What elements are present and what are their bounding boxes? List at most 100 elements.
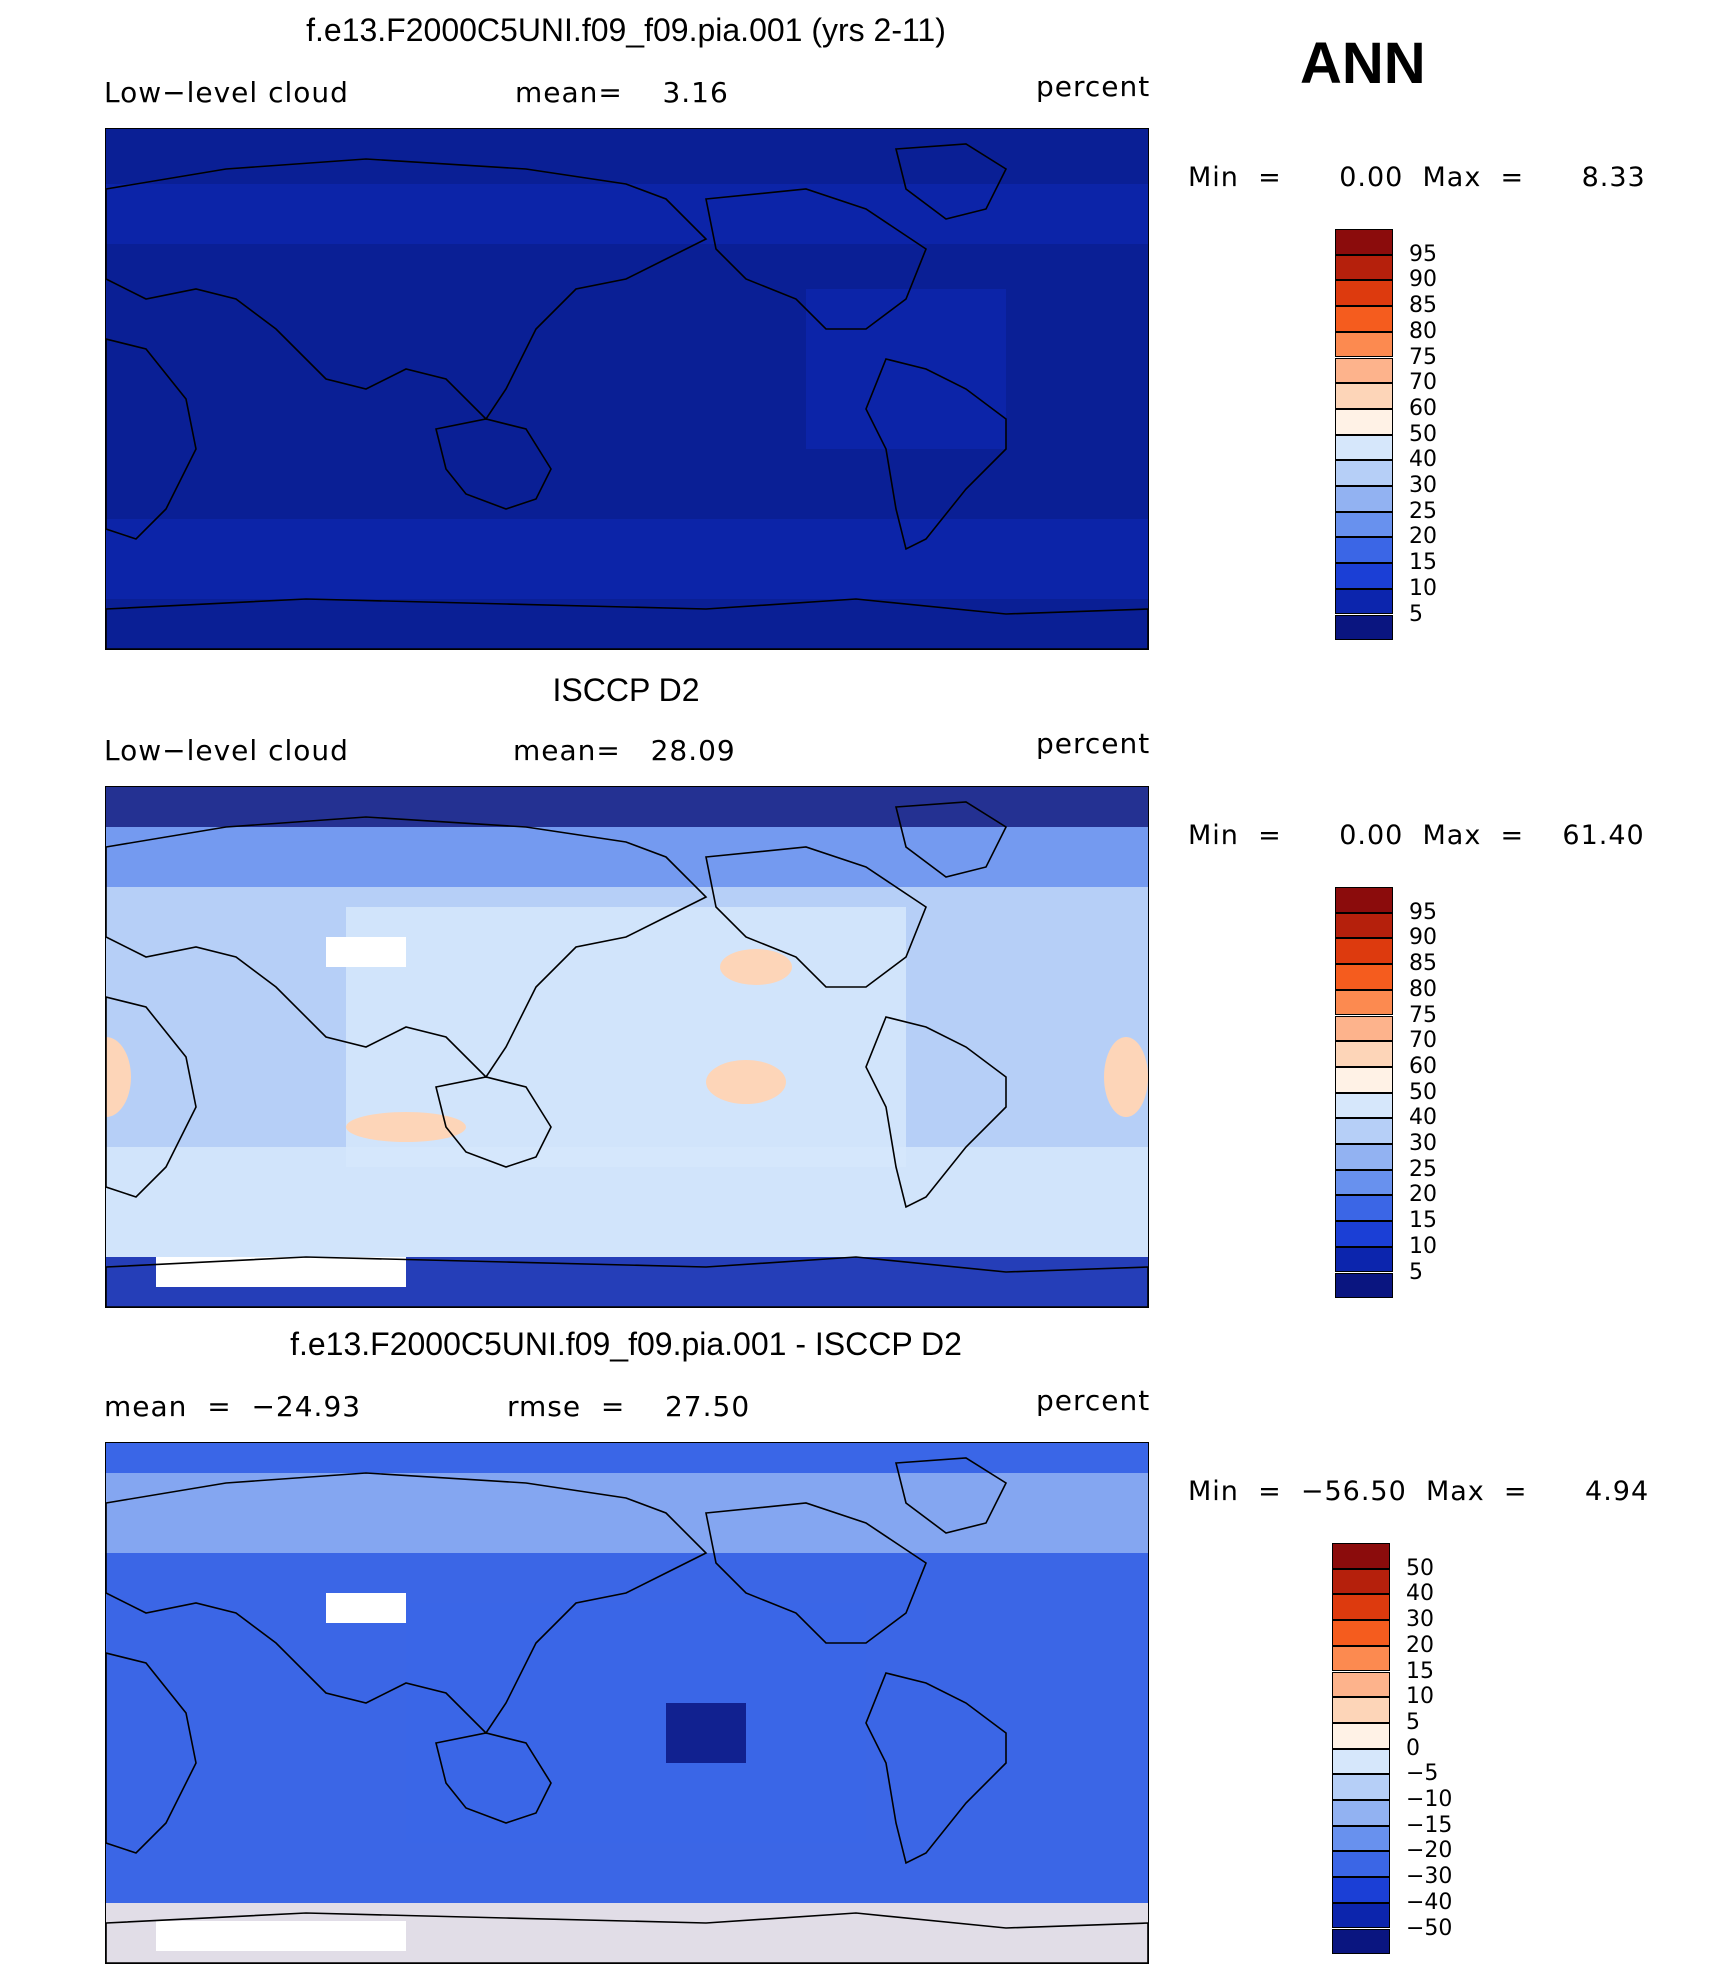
colorbar-tick-label: 5 [1409, 1259, 1423, 1285]
colorbar-swatch [1335, 306, 1393, 332]
stratocumulus-region [1104, 1037, 1148, 1117]
colorbar-tick-label: 90 [1409, 925, 1437, 951]
coastline [435, 1732, 552, 1824]
missing-data-region [156, 1257, 406, 1287]
missing-data-region [156, 1921, 406, 1951]
colorbar-tick-label: −5 [1406, 1761, 1439, 1787]
colorbar-swatch [1335, 1169, 1393, 1196]
colorbar-tick-label: 40 [1406, 1581, 1434, 1607]
colorbar-tick-label: 15 [1409, 550, 1437, 576]
colorbar-swatch [1335, 1195, 1393, 1222]
cloud-band [106, 184, 1148, 244]
colorbar-tick-label: 85 [1409, 293, 1437, 319]
colorbar-swatch [1332, 1543, 1390, 1569]
colorbar-swatch [1335, 1246, 1393, 1273]
colorbar-swatch [1335, 912, 1393, 939]
coastline [894, 1457, 1008, 1534]
coastline [865, 1672, 1007, 1865]
panel-1-map [105, 128, 1149, 650]
coastline [705, 188, 927, 330]
colorbar-swatch [1335, 614, 1393, 641]
panel-1-variable-label: Low−level cloud [104, 76, 349, 109]
colorbar-tick-label: 50 [1409, 421, 1437, 447]
colorbar-tick-label: 0 [1406, 1735, 1420, 1761]
coastline [106, 1472, 708, 1735]
panel-3-map [105, 1442, 1149, 1964]
colorbar-swatch [1332, 1851, 1390, 1878]
colorbar-tick-label: −30 [1406, 1864, 1453, 1890]
coastline [106, 1652, 197, 1854]
colorbar-swatch [1335, 357, 1393, 384]
colorbar-swatch [1335, 331, 1393, 358]
colorbar-tick-label: −20 [1406, 1838, 1453, 1864]
stratocumulus-region [346, 1112, 466, 1142]
colorbar-tick-label: 30 [1409, 1131, 1437, 1156]
colorbar-swatch [1332, 1697, 1390, 1723]
colorbar-swatch [1335, 1221, 1393, 1247]
colorbar-tick-label: 5 [1409, 601, 1423, 627]
colorbar-swatch [1332, 1568, 1390, 1595]
panel-1-mean-label: mean= 3.16 [515, 76, 729, 109]
colorbar-swatch [1332, 1645, 1390, 1672]
colorbar-tick-label: 15 [1409, 1208, 1437, 1234]
colorbar-swatch [1335, 938, 1393, 965]
panel-3-mean-label: mean = −24.93 [104, 1390, 362, 1423]
coastline [894, 801, 1008, 878]
colorbar-swatch [1335, 989, 1393, 1016]
coastline [106, 816, 708, 1079]
panel-3-min-max: Min = −56.50 Max = 4.94 [1188, 1476, 1650, 1507]
colorbar-tick-label: 20 [1409, 1182, 1437, 1208]
colorbar-tick-label: −40 [1406, 1889, 1453, 1915]
colorbar-swatch [1335, 1041, 1393, 1067]
panel-3-title: f.e13.F2000C5UNI.f09_f09.pia.001 - ISCCP… [290, 1326, 962, 1362]
colorbar-swatch [1335, 1144, 1393, 1170]
colorbar-tick-label: 50 [1406, 1555, 1434, 1581]
colorbar-swatch [1335, 1118, 1393, 1144]
difference-band [106, 1473, 1148, 1553]
colorbar-swatch [1332, 1902, 1390, 1929]
difference-band [406, 1603, 866, 1843]
colorbar-swatch [1335, 887, 1393, 913]
colorbar-tick-label: 10 [1406, 1684, 1434, 1710]
colorbar-swatch [1335, 537, 1393, 564]
missing-data-region [326, 937, 406, 967]
colorbar-swatch [1335, 254, 1393, 281]
coastline [106, 158, 708, 421]
colorbar-tick-label: −15 [1406, 1812, 1453, 1838]
difference-band [666, 1703, 746, 1763]
colorbar-tick-label: 25 [1409, 1156, 1437, 1182]
colorbar-swatch [1335, 408, 1393, 435]
colorbar-swatch [1335, 588, 1393, 615]
colorbar-swatch [1335, 1092, 1393, 1119]
missing-data-region [326, 1593, 406, 1623]
panel-3-rmse-label: rmse = 27.50 [507, 1390, 751, 1423]
colorbar-tick-label: 50 [1409, 1079, 1437, 1105]
colorbar-swatch [1332, 1594, 1390, 1621]
panel-1-units-label: percent [1036, 70, 1151, 103]
colorbar-tick-label: 95 [1409, 241, 1437, 267]
colorbar-swatch [1335, 383, 1393, 409]
cloud-band [806, 289, 1006, 449]
panel-2-map [105, 786, 1149, 1308]
panel-1-min-max: Min = 0.00 Max = 8.33 [1188, 162, 1646, 193]
colorbar-tick-label: 95 [1409, 899, 1437, 925]
colorbar-tick-label: 60 [1409, 395, 1437, 421]
colorbar-tick-label: 80 [1409, 318, 1437, 344]
stratocumulus-region [106, 1037, 131, 1117]
colorbar-swatch [1332, 1722, 1390, 1749]
colorbar-swatch [1335, 486, 1393, 512]
colorbar-tick-label: 30 [1409, 473, 1437, 498]
colorbar-tick-label: 60 [1409, 1053, 1437, 1079]
panel-3-units-label: percent [1036, 1384, 1151, 1417]
colorbar-swatch [1335, 563, 1393, 589]
colorbar-tick-label: 85 [1409, 951, 1437, 977]
colorbar-tick-label: 90 [1409, 267, 1437, 293]
cloud-band [106, 1147, 1148, 1257]
panel-2-min-max: Min = 0.00 Max = 61.40 [1188, 820, 1645, 851]
colorbar-swatch [1335, 1015, 1393, 1042]
coastline [435, 1076, 552, 1168]
stratocumulus-region [706, 1060, 786, 1104]
colorbar-tick-label: −50 [1406, 1915, 1453, 1941]
panel-1-map-svg [106, 129, 1148, 649]
colorbar-tick-label: 5 [1406, 1709, 1420, 1735]
